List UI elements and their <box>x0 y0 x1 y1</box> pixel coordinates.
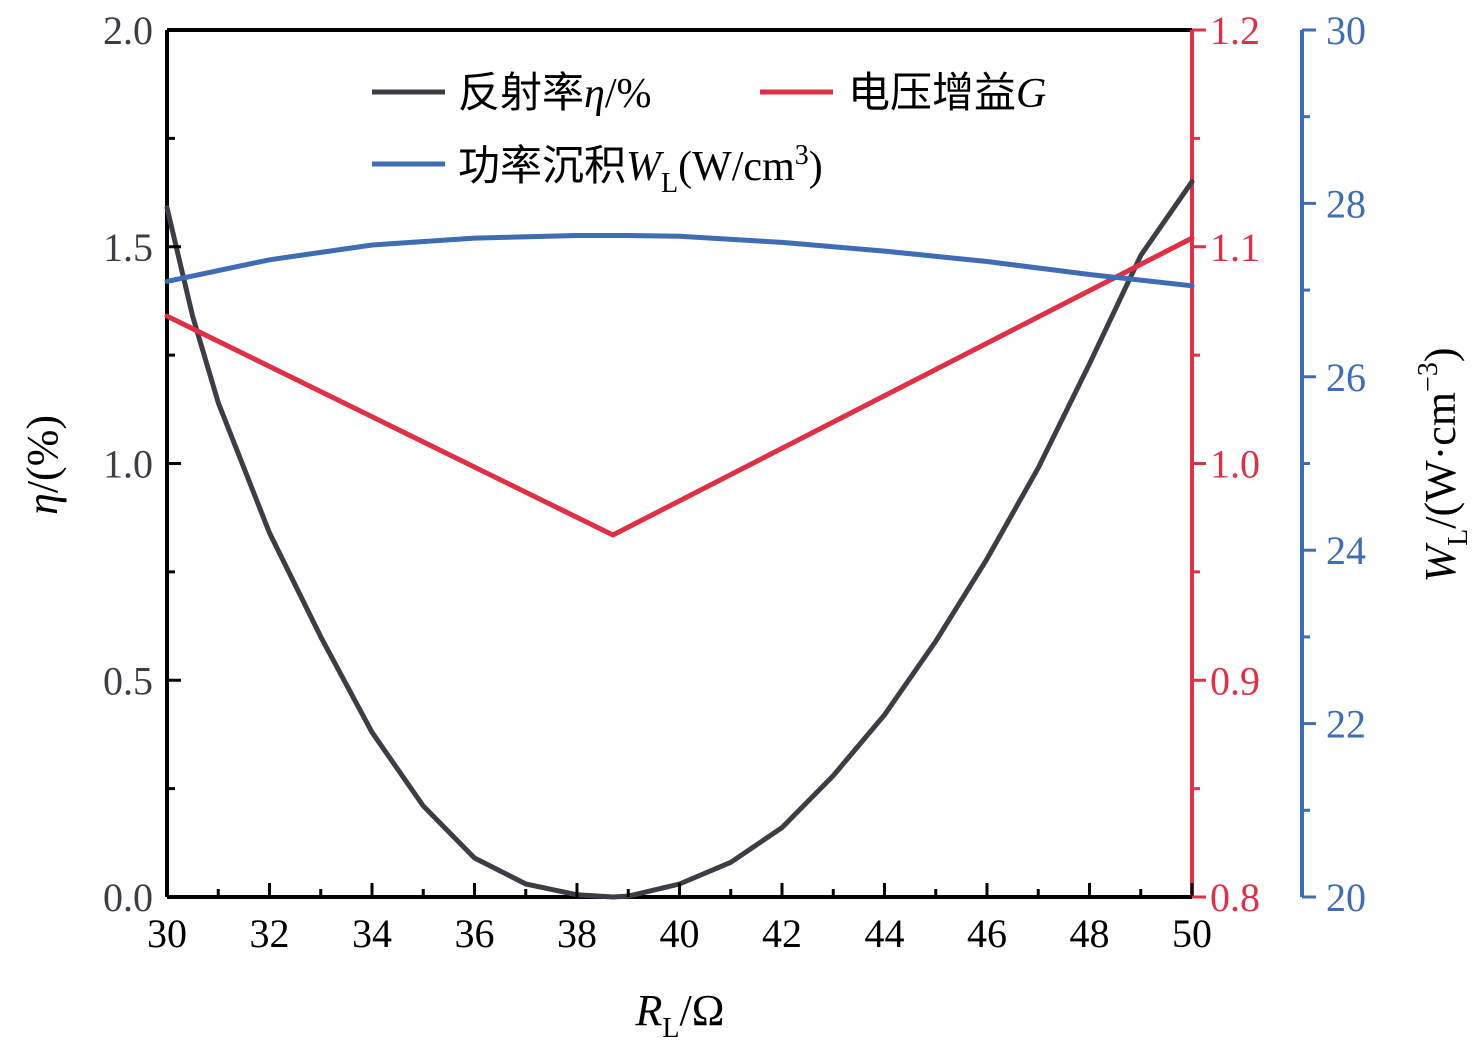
y-left-axis-title: η/(%) <box>18 415 67 515</box>
y-left-tick-label: 0.5 <box>103 658 153 703</box>
x-tick-label: 32 <box>250 911 290 956</box>
series-line-eta <box>164 179 1195 900</box>
y-right2-tick-label: 20 <box>1326 875 1366 920</box>
y-right1-tick-label: 1.0 <box>1210 442 1260 487</box>
x-tick-label: 38 <box>557 911 597 956</box>
x-tick-label: 30 <box>147 911 187 956</box>
y-left-tick-label: 1.5 <box>103 225 153 270</box>
x-tick-label: 44 <box>865 911 905 956</box>
x-tick-label: 42 <box>762 911 802 956</box>
x-tick-label: 50 <box>1172 911 1212 956</box>
y-right2-tick-label: 26 <box>1326 355 1366 400</box>
series-line-gain <box>164 235 1195 538</box>
legend-label-power: 功率沉积WL(W/cm3) <box>458 140 823 199</box>
series-layer <box>164 179 1195 900</box>
y-left-tick-label: 1.0 <box>103 442 153 487</box>
y-right1-tick-label: 1.1 <box>1210 225 1260 270</box>
y-right2-tick-label: 24 <box>1326 528 1366 573</box>
y-left-tick-label: 2.0 <box>103 8 153 53</box>
x-tick-label: 46 <box>967 911 1007 956</box>
legend-label-eta: 反射率η/% <box>458 68 652 117</box>
ticks-layer: 30 32 34 36 38 40 42 44 46 48 50 0.0 0.5 1.0 1.5 2.0 0.8… <box>103 8 1366 956</box>
x-tick-label: 34 <box>352 911 392 956</box>
y-left-tick-label: 0.0 <box>103 875 153 920</box>
x-tick-label: 48 <box>1070 911 1110 956</box>
x-tick-label: 40 <box>660 911 700 956</box>
series-line-power <box>164 233 1195 289</box>
y-right1-tick-label: 1.2 <box>1210 8 1260 53</box>
y-right1-tick-label: 0.9 <box>1210 658 1260 703</box>
y-right2-tick-label: 30 <box>1326 8 1366 53</box>
x-tick-label: 36 <box>455 911 495 956</box>
y-right2-axis-title: WL/(W·cm−3) <box>1413 347 1474 582</box>
x-axis-title: RL/Ω <box>635 986 725 1044</box>
y-right2-tick-label: 28 <box>1326 181 1366 226</box>
legend-label-gain: 电压增益G <box>848 68 1046 117</box>
y-right1-tick-label: 0.8 <box>1210 875 1260 920</box>
y-right2-tick-label: 22 <box>1326 702 1366 747</box>
legend: 反射率η/% 电压增益G 功率沉积WL(W/cm3) <box>372 68 1046 199</box>
